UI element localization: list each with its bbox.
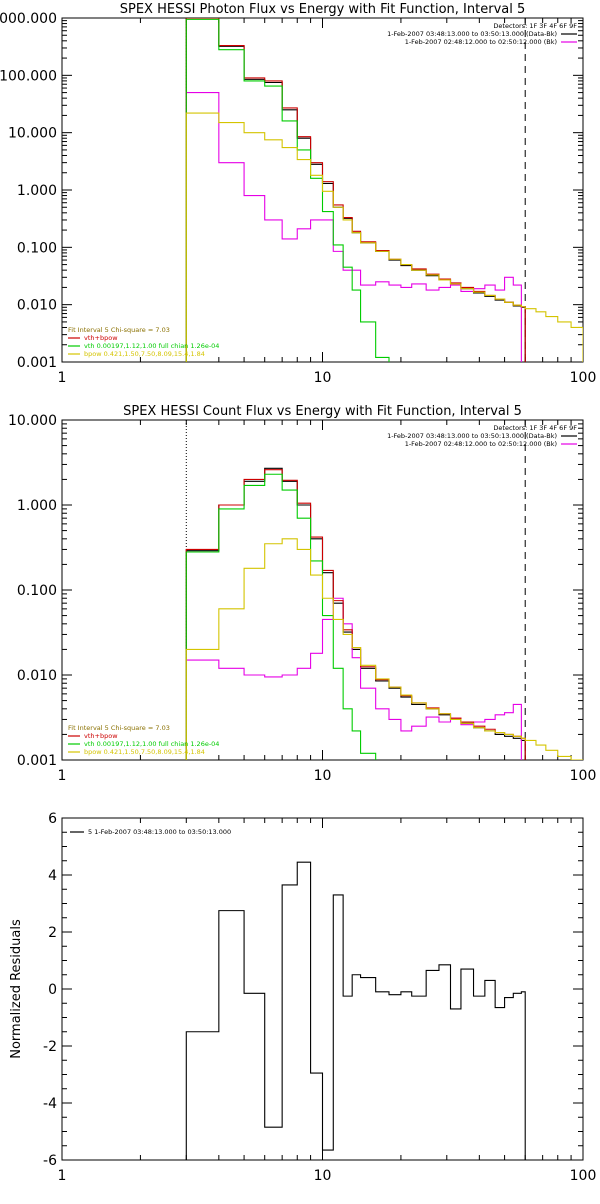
plot-area (185, 18, 583, 362)
series-data-line (185, 861, 526, 1160)
x-tick-label: 10 (314, 768, 332, 784)
x-tick-label: 1 (58, 768, 67, 784)
y-tick-label: 0.100 (17, 240, 57, 256)
legend-entry-text: 1-Feb-2007 02:48:12.000 to 02:50:12.000 … (405, 38, 557, 46)
series-mag-line (185, 92, 522, 362)
y-tick-label: 0.100 (17, 583, 57, 599)
y-tick-label: 0.001 (17, 355, 57, 371)
y-tick-label: 4 (48, 868, 57, 884)
x-tick-label: 10 (314, 370, 332, 386)
legend-entry-text: Fit Interval 5 Chi-square = 7.03 (68, 724, 170, 732)
y-tick-label: -4 (43, 1096, 57, 1112)
series-total-line (185, 18, 526, 362)
series-data-line (185, 467, 526, 760)
x-tick-label: 1 (58, 1168, 67, 1184)
x-tick-label: 100 (570, 370, 597, 386)
x-tick-label: 100 (570, 768, 597, 784)
y-tick-label: 0.001 (17, 753, 57, 769)
plot-frame (61, 817, 584, 1161)
legend-entry-text: vth 0.00197,1.12,1.00 full chian 1.26e-0… (84, 740, 219, 748)
legend-entry-text: 1-Feb-2007 02:48:12.000 to 02:50:12.000 … (405, 440, 557, 448)
legend-entry-text: Detectors: 1F 3F 4F 6F 9F (493, 22, 577, 30)
series-total-line (185, 469, 526, 760)
legend-entry-text: vth 0.00197,1.12,1.00 full chian 1.26e-0… (84, 342, 219, 350)
y-tick-label: -2 (43, 1039, 57, 1055)
y-tick-label: 100.000 (0, 68, 57, 84)
chart-title: SPEX HESSI Photon Flux vs Energy with Fi… (120, 2, 526, 17)
legend-entry-text: 1-Feb-2007 03:48:13.000 to 03:50:13.000 … (387, 30, 557, 38)
photon-panel: SPEX HESSI Photon Flux vs Energy with Fi… (0, 2, 597, 386)
y-tick-label: -6 (43, 1153, 57, 1169)
x-tick-label: 1 (58, 370, 67, 386)
y-tick-label: 6 (48, 811, 57, 827)
x-tick-label: 10 (314, 1168, 332, 1184)
y-tick-label: 10.000 (8, 126, 57, 142)
chart-title: SPEX HESSI Count Flux vs Energy with Fit… (123, 404, 522, 419)
y-tick-label: 0 (48, 982, 57, 998)
series-data-line (185, 18, 526, 362)
series-bpow-line (185, 538, 583, 760)
series-vth-line (185, 18, 390, 362)
legend-entry-text: Detectors: 1F 3F 4F 6F 9F (493, 424, 577, 432)
legend-entry-text: vth+bpow (84, 732, 118, 740)
legend-entry-text: Fit Interval 5 Chi-square = 7.03 (68, 326, 170, 334)
legend-entry-text: 5 1-Feb-2007 03:48:13.000 to 03:50:13.00… (88, 828, 231, 836)
series-vth-line (185, 473, 377, 760)
legend-entry-text: 1-Feb-2007 03:48:13.000 to 03:50:13.000 … (387, 432, 557, 440)
y-tick-label: 1.000 (17, 183, 57, 199)
series-mag-line (185, 597, 522, 760)
series-bpow-line (185, 112, 583, 362)
residuals-panel: Normalized Residuals 1 10 100 -6 -4 -2 0 2 4 6 5 1-… (9, 811, 597, 1184)
plot-frame (61, 17, 584, 363)
y-tick-label: 0.010 (17, 668, 57, 684)
y-tick-label: 2 (48, 925, 57, 941)
legend-entry-text: bpow 0.421,1.50,7.50,8.09,15.4,1.84 (84, 350, 205, 358)
x-tick-label: 100 (570, 1168, 597, 1184)
y-axis-label: Normalized Residuals (9, 919, 24, 1059)
plot-area (185, 467, 583, 760)
legend-entry-text: bpow 0.421,1.50,7.50,8.09,15.4,1.84 (84, 748, 205, 756)
plot-area (185, 861, 526, 1160)
y-tick-label: 0.010 (17, 298, 57, 314)
y-tick-label: 1.000 (17, 498, 57, 514)
plot-frame (61, 419, 584, 761)
legend-entry-text: vth+bpow (84, 334, 118, 342)
y-tick-label: 10.000 (8, 413, 57, 429)
count-panel: SPEX HESSI Count Flux vs Energy with Fit… (8, 404, 597, 784)
